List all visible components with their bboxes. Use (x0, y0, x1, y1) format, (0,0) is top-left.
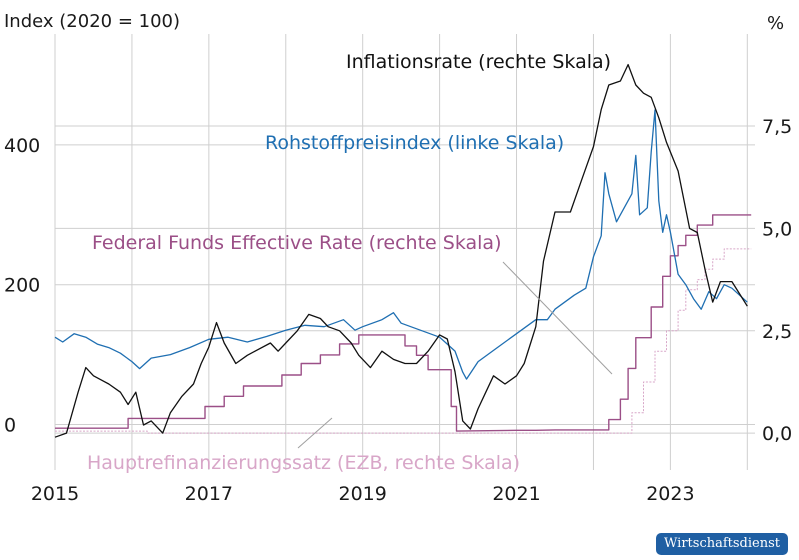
series-line-inflation (54, 63, 748, 438)
annotation-commodity: Rohstoffpreisindex (linke Skala) (265, 132, 564, 154)
left-tick-label: 0 (4, 415, 16, 437)
x-tick-label: 2021 (492, 483, 540, 505)
series-line-fedfunds (55, 214, 752, 432)
right-tick-label: 5,0 (762, 218, 792, 240)
x-tick-label: 2019 (339, 483, 387, 505)
right-tick-label: 2,5 (762, 321, 792, 343)
right-tick-label: 7,5 (762, 116, 792, 138)
annotation-inflation: Inflationsrate (rechte Skala) (346, 51, 611, 73)
left-tick-label: 200 (4, 275, 40, 297)
tick-labels: 0 200 400 0,0 2,5 5,0 7,5 2015 2017 2019 2021 2023 (4, 116, 792, 505)
left-tick-label: 400 (4, 135, 40, 157)
leader-ecb (297, 417, 333, 449)
right-tick-label: 0,0 (762, 423, 792, 445)
x-tick-label: 2023 (646, 483, 694, 505)
x-tick-label: 2017 (185, 483, 233, 505)
publisher-badge: Wirtschaftsdienst (656, 533, 788, 555)
series-line-ecb (55, 248, 752, 434)
x-tick-label: 2015 (31, 483, 79, 505)
annotation-ecb: Hauptrefinanzierungssatz (EZB, rechte Sk… (87, 452, 520, 474)
leader-fedfunds (502, 261, 613, 375)
annotation-fedfunds: Federal Funds Effective Rate (rechte Ska… (92, 232, 501, 254)
series-layer (54, 63, 752, 438)
annotation-leaders (297, 261, 613, 449)
series-line-commodity (54, 109, 748, 380)
left-axis-title: Index (2020 = 100) (4, 11, 180, 32)
right-axis-title: % (767, 13, 784, 34)
